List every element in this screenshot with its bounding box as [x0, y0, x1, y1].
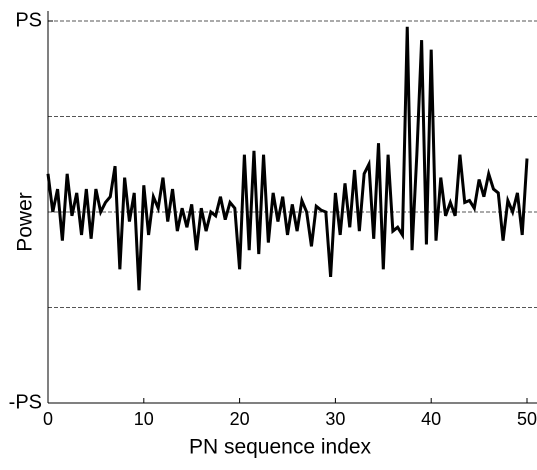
x-tick-label: 0: [43, 409, 53, 429]
y-axis-label: Power: [14, 192, 37, 252]
x-axis-label: PN sequence index: [189, 436, 372, 459]
x-tick-label: 30: [325, 409, 345, 429]
data-line: [46, 26, 529, 291]
x-tick-label: 20: [230, 409, 250, 429]
y-tick-label: -PS: [9, 391, 42, 413]
x-tick-label: 50: [517, 409, 537, 429]
y-tick-label: PS: [15, 9, 42, 31]
x-tick-label: 40: [421, 409, 441, 429]
x-tick-label: 10: [134, 409, 154, 429]
